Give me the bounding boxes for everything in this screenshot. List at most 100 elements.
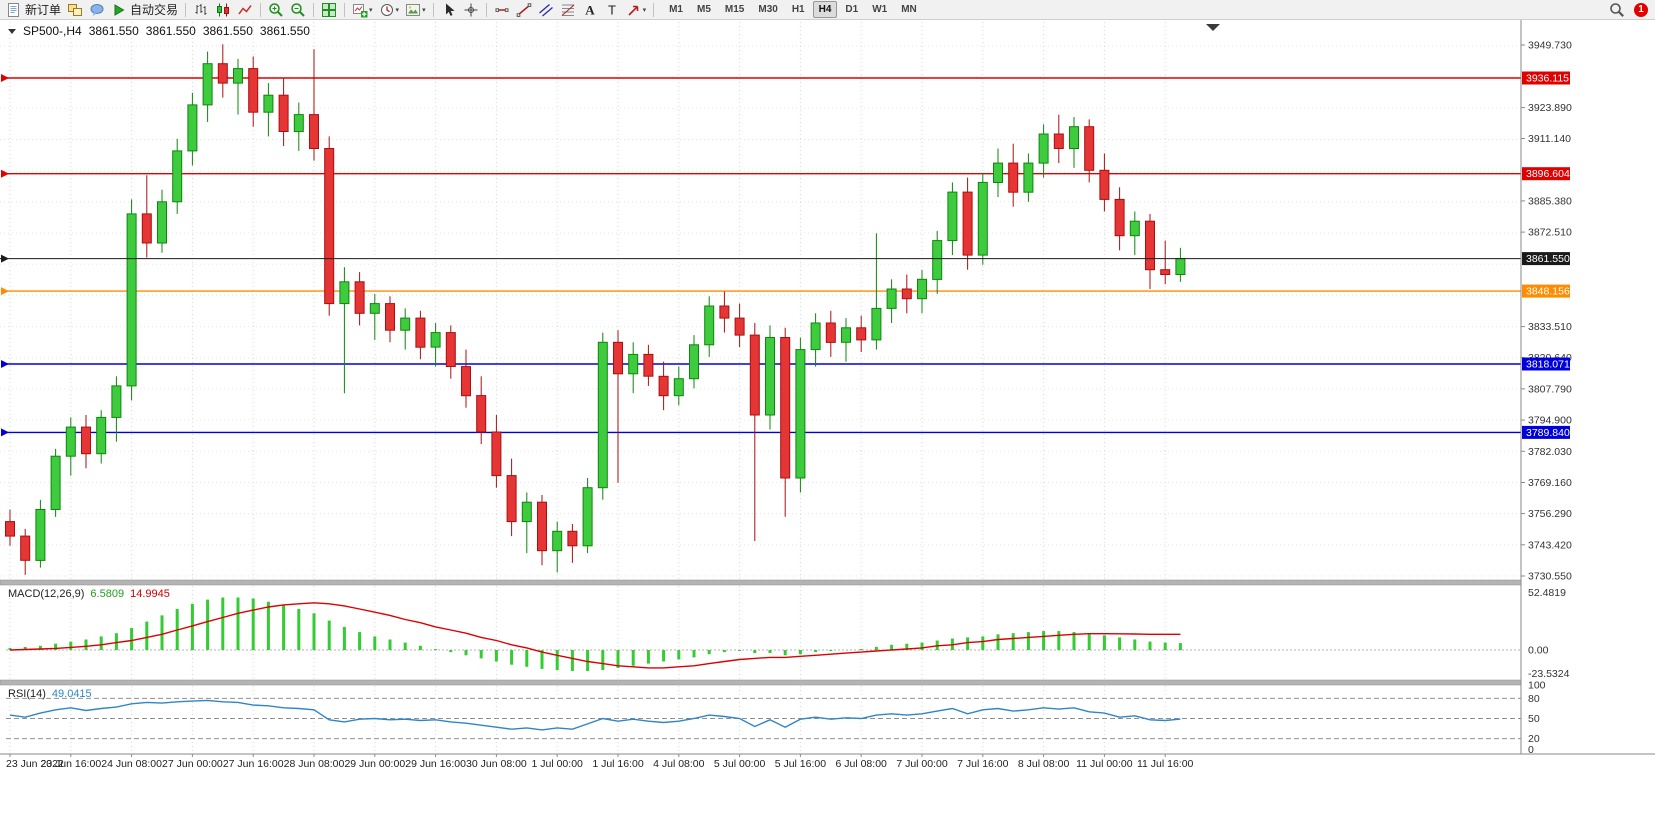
cursor-glyph	[445, 3, 455, 16]
windows-glyph	[68, 3, 83, 16]
price-axis-label: 3911.140	[1528, 133, 1571, 145]
timeframe-m30[interactable]: M30	[758, 4, 778, 15]
line-left-marker	[1, 360, 9, 368]
timeframe-m1[interactable]: M1	[669, 4, 683, 15]
ohlc-open: 3861.550	[88, 24, 139, 38]
price-axis-label: 3923.890	[1528, 102, 1572, 114]
toolbar-separator	[485, 2, 487, 17]
line-chart-icon[interactable]	[235, 1, 255, 19]
search-icon[interactable]	[1607, 1, 1627, 19]
candle	[415, 310, 426, 360]
candle	[126, 199, 137, 401]
candle	[871, 233, 882, 350]
toolbar-icon-group: 新订单 自动交易 ▾ ▾ ▾ A T ▾	[3, 1, 658, 19]
macd-axis-min: -23.5324	[1528, 668, 1570, 680]
candle	[628, 342, 639, 394]
text-icon[interactable]: A	[580, 1, 600, 19]
grid	[0, 22, 1521, 754]
pane-splitter[interactable]	[0, 579, 1655, 586]
labelT-glyph: T	[608, 2, 616, 17]
rsi-level-lines	[6, 697, 1521, 740]
price-axis[interactable]: 3949.730 3923.890 3911.140 3885.380 3872.510…	[1520, 20, 1655, 756]
horizontal-line-icon[interactable]	[492, 1, 512, 19]
tile-windows-icon[interactable]	[319, 1, 339, 19]
doc-glyph	[8, 2, 19, 17]
timeframe-h1[interactable]: H1	[791, 4, 805, 15]
macd-name: MACD(12,26,9)	[8, 588, 85, 600]
trendline-icon[interactable]	[514, 1, 534, 19]
timeframe-m5[interactable]: M5	[697, 4, 711, 15]
toolbar-separator	[344, 2, 346, 17]
price-axis-label: 3807.790	[1528, 383, 1572, 395]
candle	[1023, 153, 1034, 202]
chart-canvas[interactable]: 3949.730 3923.890 3911.140 3885.380 3872.510…	[0, 20, 1655, 816]
svg-text:A: A	[585, 2, 595, 17]
candle	[385, 296, 395, 343]
candle	[369, 293, 380, 340]
toolbar-separator	[260, 2, 262, 17]
timeframe-mn[interactable]: MN	[901, 4, 917, 15]
price-axis-label: 3756.290	[1528, 508, 1572, 520]
community-icon[interactable]	[87, 1, 107, 19]
candle	[841, 318, 851, 362]
rsi-axis-label: 100	[1528, 680, 1546, 692]
chart-window: 3949.730 3923.890 3911.140 3885.380 3872.510…	[0, 20, 1655, 816]
svg-text:3861.550: 3861.550	[1526, 253, 1570, 265]
candle	[187, 92, 198, 166]
zoom-out-icon[interactable]	[288, 1, 308, 19]
candle	[1114, 187, 1125, 251]
play-glyph	[114, 3, 125, 16]
cursor-icon[interactable]	[439, 1, 459, 19]
candle	[263, 83, 274, 137]
new-order-button[interactable]: 新订单	[4, 1, 63, 19]
time-axis-label: 6 Jul 08:00	[836, 758, 888, 770]
candle	[1145, 213, 1155, 289]
timeframe-m15[interactable]: M15	[724, 4, 745, 15]
label-icon[interactable]: T	[602, 1, 622, 19]
timeframe-h4[interactable]: H4	[812, 1, 838, 18]
one-click-trading-arrow[interactable]	[8, 28, 16, 34]
fibonacci-icon[interactable]	[558, 1, 578, 19]
dropdown-arrow-icon[interactable]: ▾	[369, 6, 373, 14]
price-pane[interactable]	[0, 20, 1521, 580]
dropdown-arrow-icon[interactable]: ▾	[395, 6, 400, 14]
zoomout-glyph	[291, 2, 305, 17]
auto-trading-button[interactable]: 自动交易	[109, 1, 180, 19]
candle	[932, 230, 943, 294]
time-axis-label: 23 Jun 16:00	[40, 758, 101, 770]
channel-icon[interactable]	[536, 1, 556, 19]
new-chart-icon[interactable]: ▾	[350, 1, 375, 19]
candle	[20, 528, 31, 575]
rsi-axis-label: 0	[1528, 744, 1534, 756]
candle	[309, 49, 319, 161]
crosshair-icon[interactable]	[461, 1, 481, 19]
chart-windows-icon[interactable]	[65, 1, 85, 19]
candle	[673, 366, 684, 406]
timeframe-d1[interactable]: D1	[845, 4, 859, 15]
chart-shift-marker[interactable]	[1206, 24, 1220, 31]
notification-badge[interactable]: 1	[1634, 2, 1648, 17]
macd-pane[interactable]	[0, 585, 1521, 680]
candle	[50, 448, 61, 517]
zoom-in-icon[interactable]	[266, 1, 286, 19]
candlestick-chart-icon[interactable]	[213, 1, 233, 19]
dropdown-arrow-icon[interactable]: ▾	[642, 6, 647, 14]
line-left-marker	[1, 254, 9, 263]
profiles-icon[interactable]: ▾	[377, 1, 402, 19]
time-axis-label: 28 Jun 08:00	[284, 758, 345, 770]
dropdown-arrow-icon[interactable]: ▾	[422, 6, 426, 14]
template-icon[interactable]: ▾	[403, 1, 428, 19]
timeframe-w1[interactable]: W1	[872, 4, 888, 15]
shapes-icon[interactable]: ▾	[624, 1, 649, 19]
macd-main-value: 6.5809	[90, 588, 125, 600]
channel-glyph	[538, 3, 553, 16]
bar-chart-icon[interactable]	[191, 1, 211, 19]
pane-splitter[interactable]	[0, 679, 1655, 686]
candle	[491, 415, 502, 488]
svg-text:3896.604: 3896.604	[1526, 168, 1570, 180]
candle	[704, 296, 715, 357]
candle	[202, 51, 213, 122]
svg-text:3789.840: 3789.840	[1526, 427, 1570, 439]
candle	[1053, 114, 1064, 164]
